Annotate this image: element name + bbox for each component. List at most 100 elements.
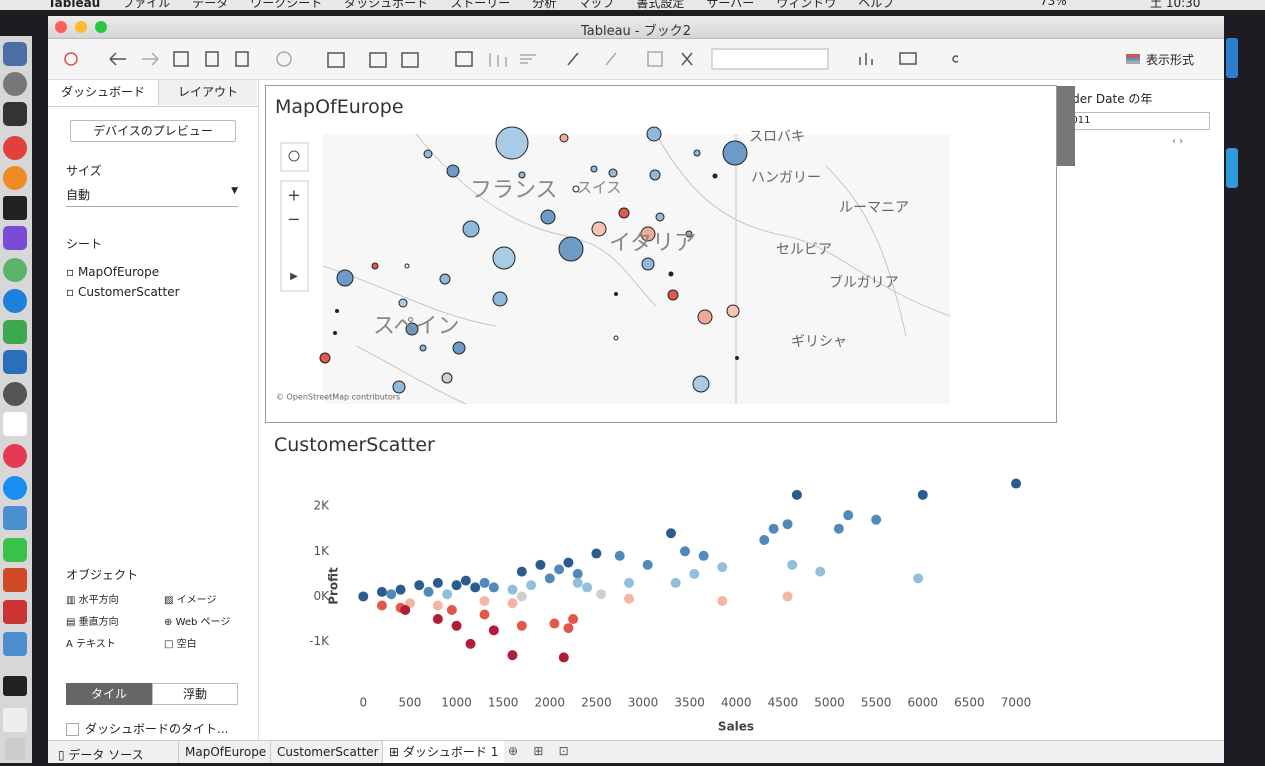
x-axis-label: Sales	[718, 720, 754, 734]
float-button[interactable]: 浮動	[152, 683, 238, 705]
y-axis-label: Profit	[327, 567, 341, 605]
map-controls[interactable]: + − ▶	[280, 142, 309, 292]
y-tick-label: -1K	[309, 634, 330, 648]
tile-button[interactable]: タイル	[66, 683, 152, 705]
scatter-point	[400, 605, 411, 615]
title-bar: Tableau - ブック2	[48, 16, 1224, 39]
object-item[interactable]: ▨ イメージ	[164, 595, 217, 606]
menu-item[interactable]: ストーリー	[450, 0, 511, 10]
object-item[interactable]: A テキスト	[66, 639, 116, 650]
scatter-point	[488, 625, 499, 636]
scatter-point	[432, 577, 443, 588]
object-name: 空白	[176, 639, 197, 650]
menu-item[interactable]: データ	[192, 0, 229, 10]
map-attribution: © OpenStreetMap contributors	[276, 393, 400, 402]
filter-stepper[interactable]: ‹ ›	[1172, 136, 1184, 147]
x-tick-label: 2500	[581, 696, 612, 710]
map-label: フランス	[470, 178, 558, 203]
window-title: Tableau - ブック2	[580, 24, 692, 39]
scatter-point	[582, 582, 593, 593]
menu-item[interactable]: 分析	[532, 0, 557, 10]
format-button-label: 表示形式	[1146, 53, 1195, 67]
scatter-point	[558, 652, 569, 663]
toolbar-icons[interactable]	[58, 47, 958, 71]
sheet-tab[interactable]: MapOfEurope	[178, 741, 272, 763]
zone-controls[interactable]	[1057, 86, 1075, 166]
x-tick-label: 4500	[768, 696, 799, 710]
x-tick-label: 7000	[1001, 696, 1032, 710]
menu-item[interactable]: ワークシート	[250, 0, 323, 10]
map-labels: フランス スイス イタリア スペイン ハンガリー ルーマニア セルビア ブルガリ…	[276, 129, 909, 402]
scatter-point	[624, 577, 635, 588]
scatter-point	[460, 575, 471, 586]
scatter-point	[446, 605, 457, 615]
x-tick-label: 0	[359, 696, 367, 710]
tab-dashboard[interactable]: ダッシュボード	[48, 80, 158, 106]
scatter-point	[768, 523, 779, 534]
tab-layout[interactable]: レイアウト	[158, 80, 257, 105]
tab-label: ダッシュボード 1	[402, 745, 499, 759]
object-item[interactable]: ▥ 水平方向	[66, 595, 119, 606]
menu-item[interactable]: ファイル	[122, 0, 171, 10]
x-tick-label: 3500	[674, 696, 705, 710]
scatter-point	[596, 589, 607, 600]
object-item[interactable]: ⊕ Web ページ	[164, 617, 231, 628]
title-checkbox[interactable]: ダッシュボードのタイト...	[66, 720, 228, 737]
svg-text:+: +	[287, 186, 300, 205]
object-name: イメージ	[176, 595, 217, 606]
map-label: イタリア	[609, 231, 696, 256]
window-controls[interactable]	[54, 20, 114, 34]
scatter-point	[642, 559, 653, 570]
scatter-point	[791, 489, 802, 500]
map-view: MapOfEurope フランス スイス イタリア スペイン ハンガリー ルーマ…	[265, 85, 1057, 423]
dashboard-tab[interactable]: ⊞ ダッシュボード 1	[382, 741, 505, 763]
scatter-point	[624, 593, 635, 604]
x-tick-label: 5500	[861, 696, 892, 710]
scatter-point	[563, 557, 574, 568]
object-item[interactable]: □ 空白	[164, 639, 197, 650]
scatter-chart: -1K 0K 1K 2K 0 500 1000 1500 2000 2500 3000 3500 400…	[309, 478, 1032, 734]
scatter-point	[782, 519, 793, 530]
scatter-point	[717, 562, 728, 573]
sheet-tab[interactable]: CustomerScatter	[270, 741, 385, 763]
scatter-point	[1011, 478, 1022, 489]
filter-title: Order Date の年	[1058, 92, 1153, 106]
menu-item[interactable]: ダッシュボード	[344, 0, 429, 10]
title-checkbox-label: ダッシュボードのタイト...	[85, 722, 229, 736]
filter-value[interactable]: 2011	[1062, 112, 1210, 130]
scatter-point	[871, 514, 882, 525]
map-label: ギリシャ	[791, 334, 847, 350]
sheet-tabs: ▯ データ ソース MapOfEurope CustomerScatter ⊞ …	[48, 740, 1224, 763]
sheet-item[interactable]: ▫ MapOfEurope	[66, 265, 160, 279]
menu-item[interactable]: マップ	[578, 0, 615, 10]
clock: 土 10:30	[1150, 0, 1201, 10]
menu-item[interactable]: ヘルプ	[858, 0, 895, 10]
new-sheet-buttons[interactable]: ⊕ ⊞ ⊡	[508, 744, 569, 758]
format-button[interactable]: 表示形式	[1126, 51, 1194, 68]
menu-item[interactable]: ウィンドウ	[776, 0, 837, 10]
data-source-tab[interactable]: ▯ データ ソース	[58, 748, 144, 762]
scatter-point	[843, 510, 854, 521]
scatter-point	[516, 591, 527, 602]
menu-item[interactable]: サーバー	[706, 0, 755, 10]
scatter-point	[479, 609, 490, 620]
x-tick-label: 500	[398, 696, 421, 710]
scatter-point	[679, 546, 690, 557]
menu-item[interactable]: Tableau	[48, 0, 101, 10]
side-panel: ダッシュボード レイアウト デバイスのプレビュー サイズ 自動 ▼ シート ▫ M…	[48, 80, 259, 740]
y-tick-label: 1K	[313, 544, 330, 558]
menu-item[interactable]: 書式設定	[636, 0, 685, 10]
map-canvas[interactable]: フランス スイス イタリア スペイン ハンガリー ルーマニア セルビア ブルガリ…	[266, 86, 1056, 422]
map-title: MapOfEurope	[275, 96, 404, 118]
size-dropdown[interactable]: 自動 ▼	[66, 186, 238, 207]
dock	[0, 36, 32, 763]
object-item[interactable]: ▤ 垂直方向	[66, 617, 119, 628]
size-label: サイズ	[66, 164, 102, 178]
device-preview-button[interactable]: デバイスのプレビュー	[70, 120, 236, 142]
sheet-item[interactable]: ▫ CustomerScatter	[66, 285, 180, 299]
scatter-point	[544, 573, 555, 584]
map-label: ハンガリー	[751, 170, 821, 186]
scatter-point	[442, 589, 453, 600]
scatter-point	[465, 638, 476, 649]
map-label: ルーマニア	[839, 200, 909, 216]
